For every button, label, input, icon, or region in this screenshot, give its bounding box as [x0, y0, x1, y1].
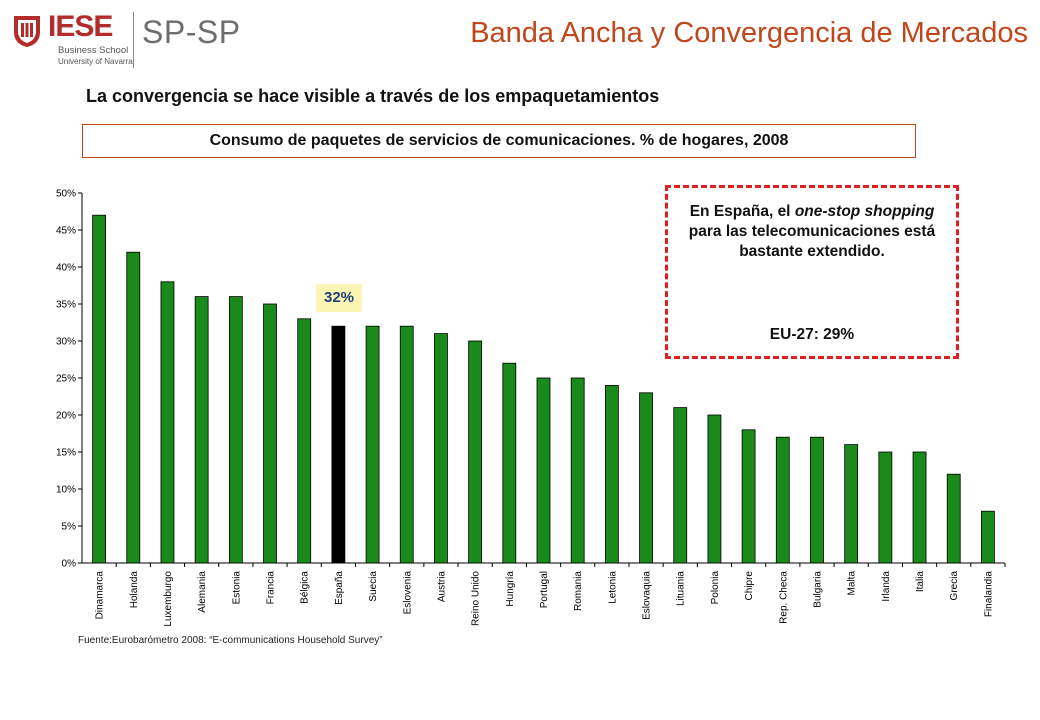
chart-title: Consumo de paquetes de servicios de comu…	[82, 124, 916, 158]
y-tick-label: 15%	[56, 448, 76, 459]
bar-luxemburgo	[160, 281, 175, 564]
bar-chipre	[741, 429, 756, 564]
bar-espa-a	[331, 325, 346, 564]
bar-hungr-a	[502, 362, 517, 564]
x-tick-label: España	[334, 571, 345, 605]
logo-divider	[133, 12, 134, 68]
x-tick-label: Suecia	[368, 571, 379, 602]
bar-austria	[434, 333, 448, 564]
bar-holanda	[126, 251, 141, 564]
bar-irlanda	[878, 451, 893, 564]
bar-grecia	[946, 473, 961, 564]
x-tick-label: Bulgaria	[812, 571, 823, 608]
bar-francia	[263, 303, 277, 564]
bar-bulgaria	[810, 436, 824, 564]
bar-lituania	[673, 407, 688, 564]
bar-dinamarca	[92, 214, 106, 564]
y-tick-label: 5%	[62, 522, 77, 533]
highlight-value-label: 32%	[316, 284, 362, 312]
y-tick-label: 45%	[56, 226, 76, 237]
x-tick-label: Eslovenia	[402, 571, 413, 615]
x-tick-label: Malta	[847, 571, 858, 596]
x-tick-label: Rep. Checa	[778, 571, 789, 624]
x-tick-label: Alemania	[197, 571, 208, 613]
x-tick-label: Eslovaquia	[642, 571, 653, 620]
bar-estonia	[228, 296, 243, 564]
x-tick-label: Reino Unido	[471, 571, 482, 626]
x-tick-label: Italia	[915, 571, 926, 593]
x-tick-label: Polonia	[710, 571, 721, 605]
iese-logo: IESE Business School University of Navar…	[12, 8, 242, 70]
x-tick-label: Irlanda	[881, 571, 892, 602]
y-tick-label: 20%	[56, 411, 76, 422]
y-tick-label: 35%	[56, 300, 76, 311]
x-tick-label: Hungría	[505, 571, 516, 607]
bar-letonia	[604, 384, 619, 564]
x-tick-label: Dinamarca	[95, 571, 106, 620]
y-tick-label: 40%	[56, 263, 76, 274]
slide-subtitle: La convergencia se hace visible a través…	[86, 86, 660, 106]
y-tick-label: 10%	[56, 485, 76, 496]
bar-eslovaquia	[639, 392, 653, 564]
y-tick-label: 25%	[56, 374, 76, 385]
bar-alemania	[194, 296, 209, 564]
y-tick-label: 50%	[56, 189, 76, 200]
logo-university: University of Navarra	[58, 57, 133, 66]
x-tick-label: Grecia	[949, 571, 960, 601]
bar-portugal	[536, 377, 551, 564]
bar-romania	[570, 377, 585, 564]
callout-eu-average: EU-27: 29%	[769, 326, 855, 343]
y-tick-label: 30%	[56, 337, 76, 348]
source-note: Fuente:Eurobarómetro 2008: “E-communicat…	[78, 635, 383, 646]
x-tick-label: Romania	[573, 571, 584, 611]
x-tick-label: Finalandia	[983, 571, 994, 618]
bar-italia	[912, 451, 927, 564]
bar-eslovenia	[399, 325, 414, 564]
logo-subtitle: Business School	[58, 45, 129, 56]
x-tick-label: Chipre	[744, 571, 755, 601]
bar-suecia	[365, 325, 380, 564]
x-tick-label: Austria	[436, 571, 447, 603]
bar-b-lgica	[297, 318, 312, 564]
bar-rep-checa	[775, 436, 790, 564]
logo-spsp-text: SP-SP	[142, 14, 241, 50]
x-tick-label: Letonia	[607, 571, 618, 604]
x-tick-label: Holanda	[129, 571, 140, 609]
iese-shield-icon	[14, 16, 40, 47]
bar-finalandia	[981, 510, 995, 564]
x-tick-label: Bélgica	[300, 571, 311, 604]
bar-malta	[844, 444, 859, 564]
bar-polonia	[707, 414, 722, 564]
x-tick-label: Francia	[266, 571, 277, 605]
bar-reino-unido	[468, 340, 483, 564]
y-tick-label: 0%	[62, 559, 77, 570]
x-tick-label: Estonia	[231, 571, 242, 605]
logo-iese-text: IESE	[48, 10, 113, 43]
page-title: Banda Ancha y Convergencia de Mercados	[470, 17, 1028, 49]
callout-box: En España, el one-stop shopping para las…	[665, 185, 959, 359]
x-tick-label: Luxemburgo	[163, 571, 174, 627]
x-tick-label: Lituania	[676, 571, 687, 606]
callout-text: En España, el one-stop shopping para las…	[688, 203, 936, 260]
x-tick-label: Portugal	[539, 571, 550, 608]
